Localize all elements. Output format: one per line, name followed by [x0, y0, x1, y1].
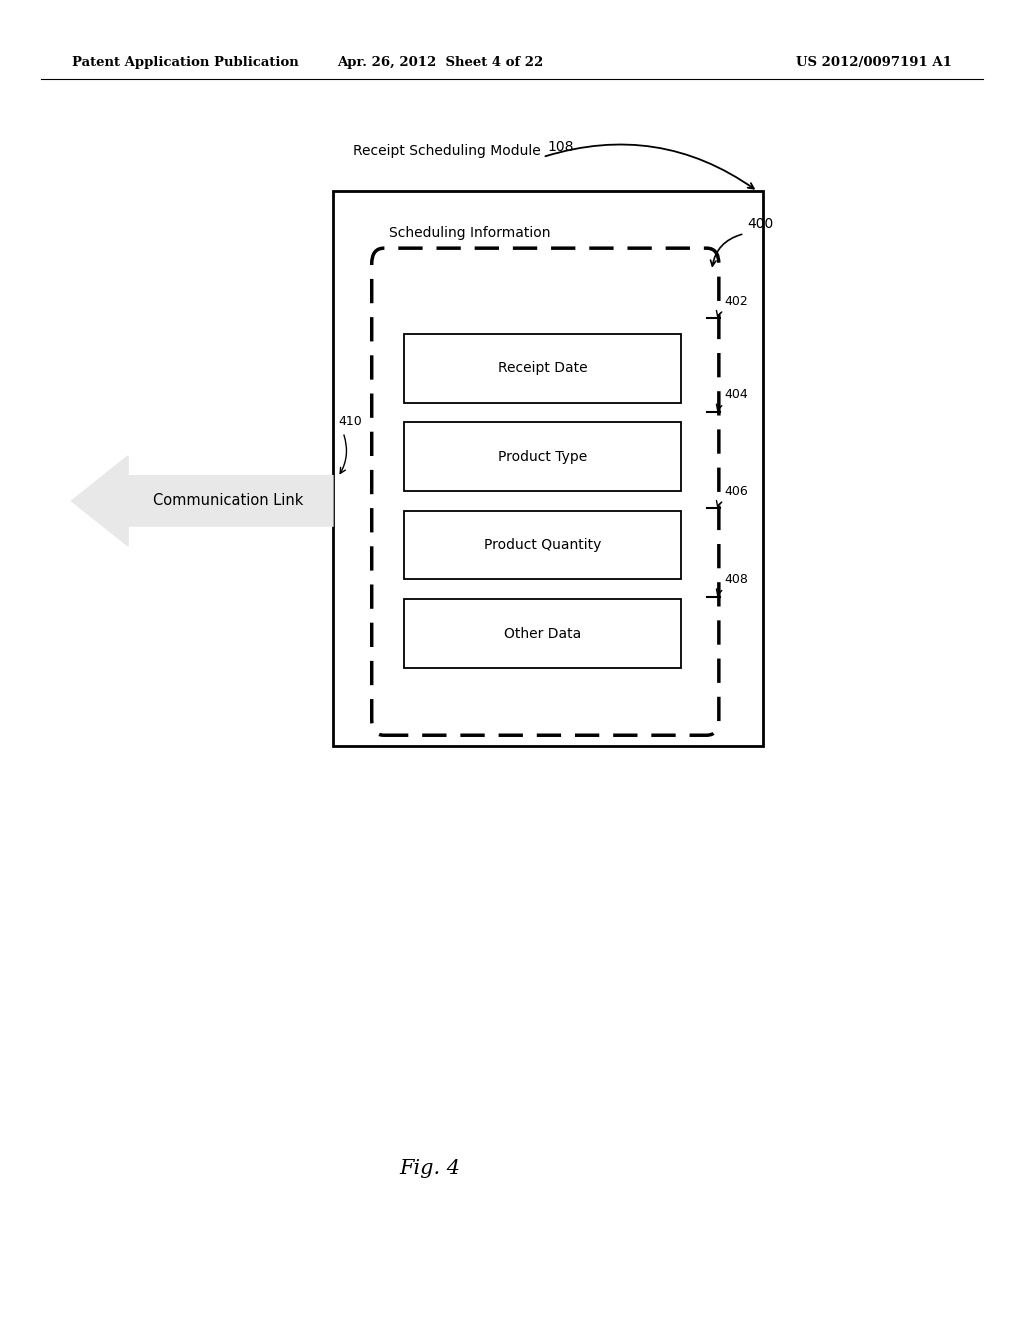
Text: Other Data: Other Data [504, 627, 582, 640]
Text: Receipt Date: Receipt Date [498, 362, 588, 375]
Text: Product Type: Product Type [498, 450, 588, 463]
Text: Receipt Scheduling Module: Receipt Scheduling Module [353, 144, 541, 158]
FancyBboxPatch shape [404, 334, 681, 403]
Text: 400: 400 [748, 216, 774, 231]
FancyBboxPatch shape [333, 191, 763, 746]
Text: 406: 406 [724, 484, 748, 498]
Text: Scheduling Information: Scheduling Information [389, 226, 551, 240]
Text: US 2012/0097191 A1: US 2012/0097191 A1 [797, 55, 952, 69]
Text: Patent Application Publication: Patent Application Publication [72, 55, 298, 69]
FancyBboxPatch shape [404, 599, 681, 668]
FancyBboxPatch shape [404, 511, 681, 579]
Text: 404: 404 [724, 388, 748, 401]
Text: 108: 108 [548, 140, 574, 154]
Text: Product Quantity: Product Quantity [484, 539, 601, 552]
Text: Fig. 4: Fig. 4 [399, 1159, 461, 1177]
Text: Apr. 26, 2012  Sheet 4 of 22: Apr. 26, 2012 Sheet 4 of 22 [337, 55, 544, 69]
Text: Communication Link: Communication Link [153, 494, 303, 508]
FancyBboxPatch shape [404, 422, 681, 491]
FancyArrow shape [72, 455, 333, 546]
Text: 402: 402 [724, 294, 748, 308]
FancyBboxPatch shape [372, 248, 719, 735]
Text: 410: 410 [338, 416, 361, 428]
Text: 408: 408 [724, 573, 748, 586]
